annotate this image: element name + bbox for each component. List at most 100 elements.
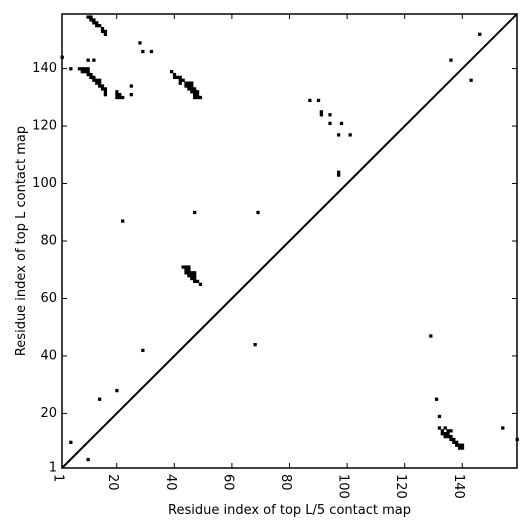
contact-point	[190, 90, 194, 94]
contact-point	[80, 67, 84, 71]
contact-point	[195, 279, 200, 284]
contact-point	[184, 268, 188, 272]
contact-point	[187, 274, 191, 278]
contact-point	[100, 26, 105, 31]
x-axis-label: Residue index of top L/5 contact map	[168, 503, 411, 518]
contact-point	[97, 84, 102, 88]
contact-point	[95, 21, 99, 25]
contact-point	[319, 110, 324, 114]
contact-point	[118, 93, 122, 97]
contact-point	[455, 443, 459, 447]
y-tick-label: 1	[49, 461, 57, 476]
contact-point	[449, 58, 453, 62]
contact-point	[187, 84, 191, 88]
contact-point	[178, 75, 182, 80]
contact-point	[92, 21, 96, 25]
contact-point	[501, 426, 505, 430]
contact-point	[92, 58, 96, 62]
contact-point	[253, 343, 257, 347]
contact-point	[443, 426, 447, 430]
contact-point	[190, 87, 194, 91]
contact-point	[429, 334, 433, 338]
contact-point	[86, 15, 90, 19]
contact-point	[100, 29, 105, 34]
contact-point	[449, 437, 453, 442]
contact-point	[437, 414, 442, 419]
y-tick-label: 120	[32, 119, 57, 134]
contact-point	[193, 276, 197, 281]
contact-point	[181, 265, 185, 269]
contact-point	[195, 93, 200, 97]
x-tick-label: 80	[278, 474, 293, 491]
y-tick-label: 40	[40, 348, 57, 363]
contact-point	[89, 18, 93, 22]
contact-point	[169, 70, 174, 74]
contact-point	[92, 75, 96, 80]
contact-point	[86, 72, 90, 77]
contact-point	[446, 434, 450, 439]
contact-point	[97, 78, 102, 82]
contact-point	[348, 133, 352, 137]
contact-point	[141, 49, 145, 54]
contact-point	[195, 95, 200, 100]
contact-point	[83, 70, 87, 74]
contact-point	[190, 271, 194, 275]
contact-point	[195, 90, 200, 94]
contact-point	[187, 81, 191, 85]
contact-point	[449, 429, 453, 433]
diagonal-line	[61, 13, 518, 469]
contact-point	[89, 15, 93, 19]
y-tick-label: 60	[40, 291, 57, 306]
contact-point	[187, 87, 191, 91]
contact-point	[86, 70, 90, 74]
contact-point	[190, 276, 194, 281]
contact-point	[190, 274, 194, 278]
contact-point	[452, 437, 456, 442]
contact-point	[193, 90, 197, 94]
contact-point	[100, 84, 105, 88]
contact-point	[103, 93, 108, 97]
x-axis-ticks: 1 20 40 60 80 100 120 140	[51, 14, 466, 499]
contact-point	[181, 78, 185, 82]
contact-point	[115, 93, 119, 97]
contact-point	[308, 98, 312, 103]
contact-point	[86, 457, 90, 462]
contact-point	[86, 58, 90, 62]
contact-point	[95, 24, 99, 28]
contact-point	[83, 67, 87, 71]
x-tick-label: 1	[51, 474, 66, 482]
contact-point	[89, 72, 93, 77]
contact-point	[118, 95, 122, 100]
contact-point	[80, 70, 84, 74]
x-tick-label: 20	[105, 474, 120, 491]
contact-point	[95, 81, 99, 85]
contact-point	[457, 443, 462, 447]
contact-point	[198, 282, 203, 286]
contact-point	[337, 173, 341, 177]
y-tick-label: 80	[40, 234, 57, 249]
contact-point	[460, 446, 465, 450]
y-tick-label: 140	[32, 61, 57, 76]
contact-point	[193, 279, 197, 284]
contact-point	[328, 121, 332, 126]
contact-point	[184, 271, 188, 275]
contact-point	[178, 81, 182, 85]
contact-point	[103, 90, 108, 94]
y-tick-label: 100	[32, 176, 57, 191]
contact-point	[184, 81, 188, 85]
contact-point	[443, 434, 447, 439]
contact-point	[97, 24, 102, 28]
contact-point	[97, 81, 102, 85]
x-tick-label: 100	[336, 474, 351, 499]
contact-point	[92, 18, 96, 22]
contact-point	[446, 432, 450, 436]
y-axis-label: Residue index of top L contact map	[14, 126, 29, 356]
contact-point	[121, 95, 125, 100]
contact-point	[138, 41, 142, 45]
contact-point	[193, 210, 197, 215]
contact-point	[97, 397, 102, 401]
contact-point	[478, 32, 482, 36]
y-tick-label: 20	[40, 406, 57, 421]
contact-point	[115, 95, 119, 100]
